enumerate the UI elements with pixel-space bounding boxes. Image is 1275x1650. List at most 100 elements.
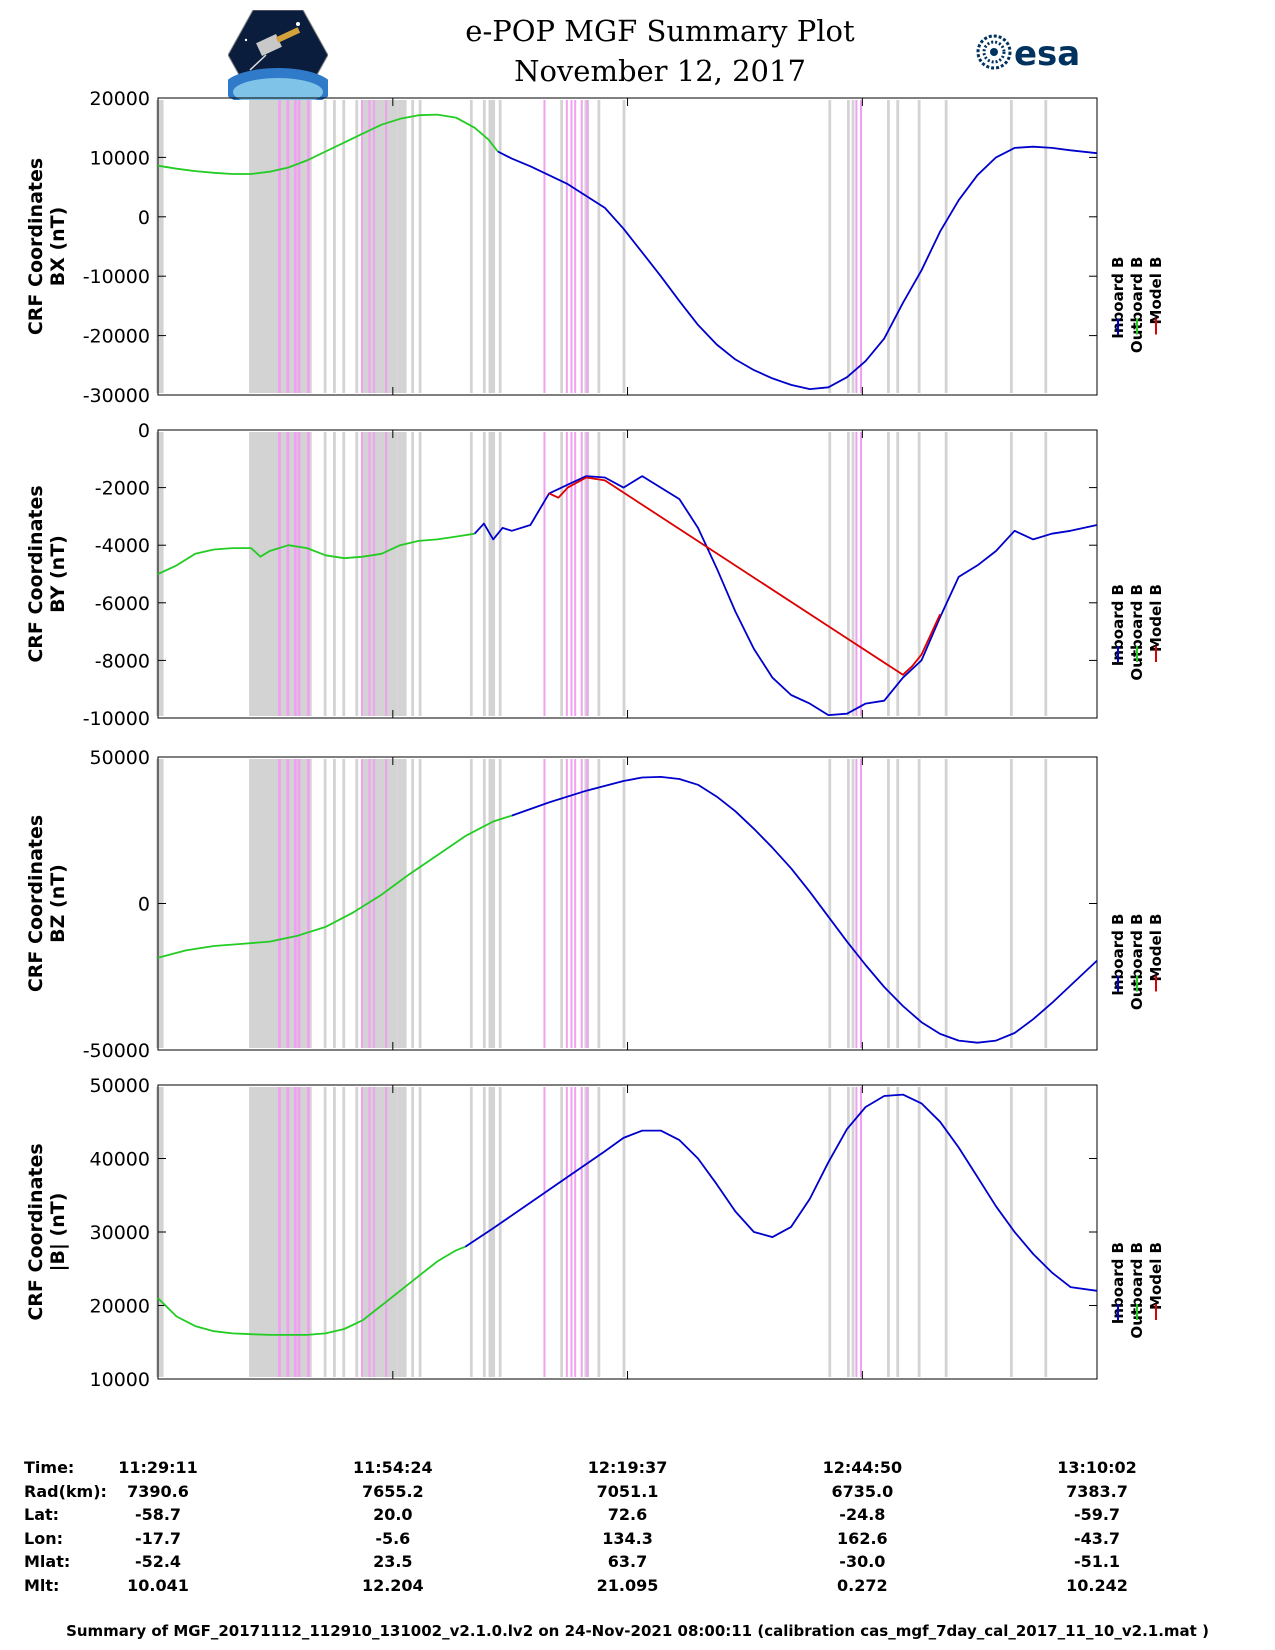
info-row-label: Mlat: <box>24 1552 71 1571</box>
event-band <box>278 1087 281 1377</box>
info-row: Mlat: -52.4 23.5 63.7 -30.0 -51.1 <box>0 1552 1275 1576</box>
data-gap-band <box>482 759 486 1048</box>
event-band <box>855 432 858 716</box>
data-gap-band <box>333 100 336 393</box>
y-axis-label-line2: BZ (nT) <box>47 864 69 943</box>
data-gap-band <box>828 432 832 716</box>
event-band <box>306 1087 310 1377</box>
data-gap-band <box>362 1087 398 1377</box>
event-band <box>570 1087 573 1377</box>
data-gap-band <box>355 432 359 716</box>
info-cell: 10.242 <box>1066 1575 1128 1595</box>
info-cell: 21.095 <box>596 1575 659 1595</box>
event-band <box>278 100 281 393</box>
event-band <box>293 759 297 1048</box>
event-band <box>360 432 363 716</box>
series-model-b <box>548 476 941 676</box>
info-cell: -59.7 <box>1073 1505 1121 1524</box>
data-gap-band <box>944 100 948 393</box>
data-gap-band <box>1044 100 1048 393</box>
event-band <box>565 759 568 1048</box>
y-tick-label: 20000 <box>90 1296 150 1318</box>
info-row: Mlt: 10.041 12.204 21.095 0.272 10.242 <box>0 1576 1275 1600</box>
data-gap-band <box>418 759 422 1048</box>
event-band <box>368 1087 371 1377</box>
event-band <box>565 100 568 393</box>
info-cell: 11:29:11 <box>118 1458 198 1477</box>
data-gap-band <box>333 432 336 716</box>
orbit-info-table: Time: 11:29:11 11:54:24 12:19:37 12:44:50 13:… <box>0 1458 1275 1618</box>
info-cell: -30.0 <box>839 1552 886 1571</box>
y-axis-label: CRF Coordinates|B| (nT) <box>25 1143 69 1320</box>
info-row-label: Time: <box>24 1458 75 1477</box>
data-gap-band <box>397 100 407 393</box>
data-gap-band <box>397 759 407 1048</box>
data-gap-band <box>323 1087 327 1377</box>
data-gap-band <box>847 432 850 716</box>
y-tick-label: 10000 <box>90 1369 150 1391</box>
event-band <box>574 432 577 716</box>
legend-label: Inboard B <box>1109 257 1127 339</box>
data-gap-band <box>1009 100 1013 393</box>
data-gap-band <box>944 1087 948 1377</box>
legend-label: Inboard B <box>1109 1242 1127 1324</box>
y-axis-label: CRF CoordinatesBX (nT) <box>25 158 69 335</box>
event-band <box>543 432 546 716</box>
data-gap-band <box>488 1087 496 1377</box>
data-gap-band <box>622 759 626 1048</box>
event-band <box>297 432 301 716</box>
y-tick-label: -50000 <box>83 1040 150 1062</box>
event-band <box>373 432 376 716</box>
event-band <box>306 100 310 393</box>
data-gap-band <box>362 100 366 393</box>
event-band <box>586 759 589 1048</box>
data-gap-band <box>917 1087 921 1377</box>
info-row-label: Rad(km): <box>24 1481 107 1501</box>
y-tick-label: -4000 <box>95 535 150 557</box>
data-gap-band <box>847 100 850 393</box>
info-cell: 72.6 <box>607 1505 648 1524</box>
event-band <box>574 100 577 393</box>
info-cell: 6735.0 <box>831 1481 894 1501</box>
data-gap-band <box>1044 759 1048 1048</box>
event-band <box>570 759 573 1048</box>
panel-bmag: 50000 40000 30000 20000 10000 CRF Coordinates… <box>25 1075 1165 1391</box>
event-band <box>360 759 363 1048</box>
info-cell: -24.8 <box>839 1505 886 1524</box>
event-band <box>306 759 310 1048</box>
event-band <box>368 759 371 1048</box>
data-gap-band <box>362 432 398 716</box>
data-gap-band <box>851 100 855 393</box>
footer-summary: Summary of MGF_20171112_112910_131002_v2… <box>66 1622 1209 1640</box>
event-band <box>360 1087 363 1377</box>
data-gap-band <box>622 432 626 716</box>
info-row-label: Mlt: <box>24 1575 60 1595</box>
plot-title: e-POP MGF Summary Plot <box>465 14 855 48</box>
data-gap-band <box>847 759 850 1048</box>
data-gap-band <box>887 100 890 393</box>
data-gap-band <box>498 759 502 1048</box>
data-gap-band <box>1044 1087 1048 1377</box>
data-gap-band <box>1009 1087 1013 1377</box>
info-cell: 23.5 <box>373 1552 413 1571</box>
esa-logo: esa <box>976 32 1106 74</box>
data-gap-band <box>418 1087 422 1377</box>
info-cell: -58.7 <box>134 1505 182 1524</box>
event-band <box>286 432 290 716</box>
data-gap-band <box>917 432 921 716</box>
data-gap-band <box>828 759 832 1048</box>
data-gap-band <box>482 100 486 393</box>
data-gap-band <box>896 432 900 716</box>
info-cell: 134.3 <box>602 1528 653 1548</box>
info-cell: 162.6 <box>837 1528 888 1548</box>
series-inboard-b <box>511 776 1098 1044</box>
info-cell: 11:54:24 <box>353 1458 433 1477</box>
data-gap-band <box>488 759 496 1048</box>
data-gap-band <box>469 759 473 1048</box>
event-band <box>574 1087 577 1377</box>
event-band <box>586 1087 589 1377</box>
data-gap-band <box>411 100 415 393</box>
y-axis-label-line2: |B| (nT) <box>47 1193 69 1272</box>
data-gap-band <box>411 432 415 716</box>
y-tick-label: 10000 <box>90 147 150 169</box>
